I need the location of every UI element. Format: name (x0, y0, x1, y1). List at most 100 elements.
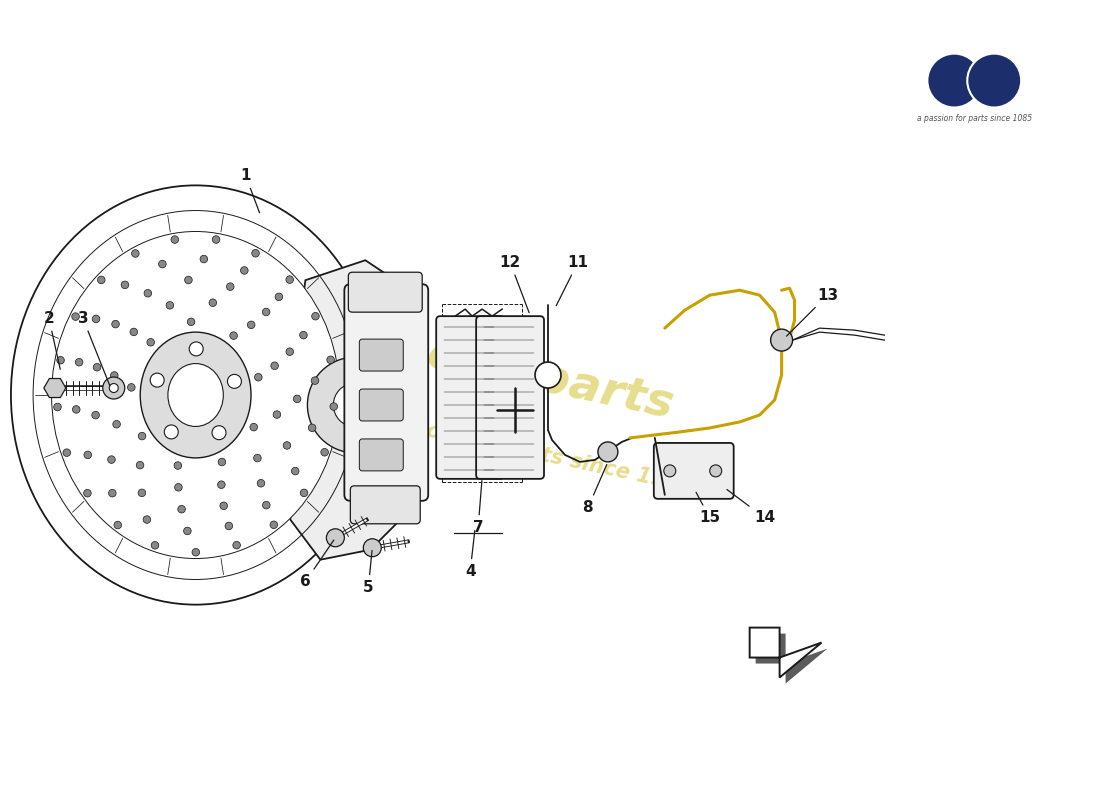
FancyBboxPatch shape (437, 316, 504, 479)
Polygon shape (286, 260, 420, 560)
Circle shape (139, 432, 146, 440)
Circle shape (273, 410, 280, 418)
Circle shape (226, 522, 232, 530)
Circle shape (164, 425, 178, 439)
Ellipse shape (52, 231, 340, 558)
Circle shape (57, 357, 64, 364)
Circle shape (227, 283, 234, 290)
Circle shape (257, 479, 265, 487)
Circle shape (321, 449, 329, 456)
Circle shape (663, 465, 675, 477)
Circle shape (178, 506, 186, 513)
Text: 3: 3 (77, 310, 110, 386)
Text: 12: 12 (499, 254, 529, 313)
Circle shape (175, 483, 183, 491)
Circle shape (271, 362, 278, 370)
Text: 13: 13 (786, 288, 838, 336)
Circle shape (91, 411, 99, 419)
Circle shape (212, 426, 226, 440)
Circle shape (270, 521, 277, 529)
FancyBboxPatch shape (349, 272, 422, 312)
Circle shape (130, 328, 138, 336)
Text: 14: 14 (727, 490, 776, 526)
Circle shape (228, 374, 241, 388)
Circle shape (187, 318, 195, 326)
Text: 2: 2 (44, 310, 60, 370)
Circle shape (73, 406, 80, 414)
FancyBboxPatch shape (360, 389, 404, 421)
Circle shape (112, 320, 119, 328)
Polygon shape (750, 628, 822, 678)
FancyBboxPatch shape (360, 339, 404, 371)
Circle shape (166, 302, 174, 309)
Circle shape (212, 236, 220, 243)
Circle shape (132, 250, 139, 258)
Circle shape (263, 502, 271, 509)
Circle shape (209, 299, 217, 306)
Circle shape (254, 454, 261, 462)
Circle shape (92, 315, 100, 322)
Circle shape (110, 372, 118, 379)
Circle shape (286, 348, 294, 355)
Circle shape (114, 522, 121, 529)
Circle shape (241, 266, 249, 274)
Circle shape (144, 290, 152, 297)
Circle shape (218, 458, 226, 466)
Circle shape (311, 377, 319, 384)
Circle shape (333, 383, 377, 427)
Circle shape (174, 462, 182, 470)
Polygon shape (756, 634, 827, 683)
Text: 1: 1 (240, 168, 260, 213)
Circle shape (327, 356, 334, 364)
Circle shape (109, 490, 117, 497)
Circle shape (252, 250, 260, 257)
Circle shape (184, 527, 191, 534)
Circle shape (98, 276, 106, 284)
Circle shape (192, 549, 199, 556)
Circle shape (143, 516, 151, 523)
Circle shape (248, 321, 255, 329)
Circle shape (250, 423, 257, 431)
Text: 15: 15 (696, 492, 720, 526)
Circle shape (233, 542, 241, 549)
Circle shape (300, 489, 308, 497)
Circle shape (128, 383, 135, 391)
Circle shape (311, 313, 319, 320)
Text: 8: 8 (583, 465, 607, 515)
Circle shape (84, 451, 91, 458)
Ellipse shape (168, 363, 223, 426)
Circle shape (63, 449, 70, 457)
Text: 7: 7 (473, 481, 483, 535)
Circle shape (254, 374, 262, 381)
Circle shape (286, 276, 294, 283)
Text: epc.parts: epc.parts (422, 332, 678, 428)
Circle shape (121, 281, 129, 289)
Circle shape (158, 260, 166, 268)
FancyBboxPatch shape (350, 486, 420, 524)
Circle shape (308, 424, 316, 432)
Circle shape (230, 332, 238, 339)
Circle shape (710, 465, 722, 477)
Circle shape (262, 308, 270, 316)
Circle shape (185, 276, 192, 284)
Circle shape (113, 421, 120, 428)
Ellipse shape (140, 332, 251, 458)
Circle shape (75, 358, 82, 366)
Circle shape (283, 442, 290, 450)
Ellipse shape (11, 186, 381, 605)
Circle shape (771, 329, 793, 351)
Circle shape (189, 342, 204, 356)
Circle shape (967, 54, 1021, 107)
Circle shape (136, 462, 144, 469)
Circle shape (218, 481, 226, 489)
Circle shape (292, 467, 299, 475)
Text: a passion for parts since 1985: a passion for parts since 1985 (344, 403, 696, 497)
Circle shape (147, 338, 154, 346)
Circle shape (363, 538, 382, 557)
Circle shape (327, 529, 344, 546)
Circle shape (330, 402, 338, 410)
Circle shape (108, 456, 115, 463)
Circle shape (220, 502, 228, 510)
Circle shape (72, 313, 79, 320)
FancyBboxPatch shape (344, 284, 428, 501)
